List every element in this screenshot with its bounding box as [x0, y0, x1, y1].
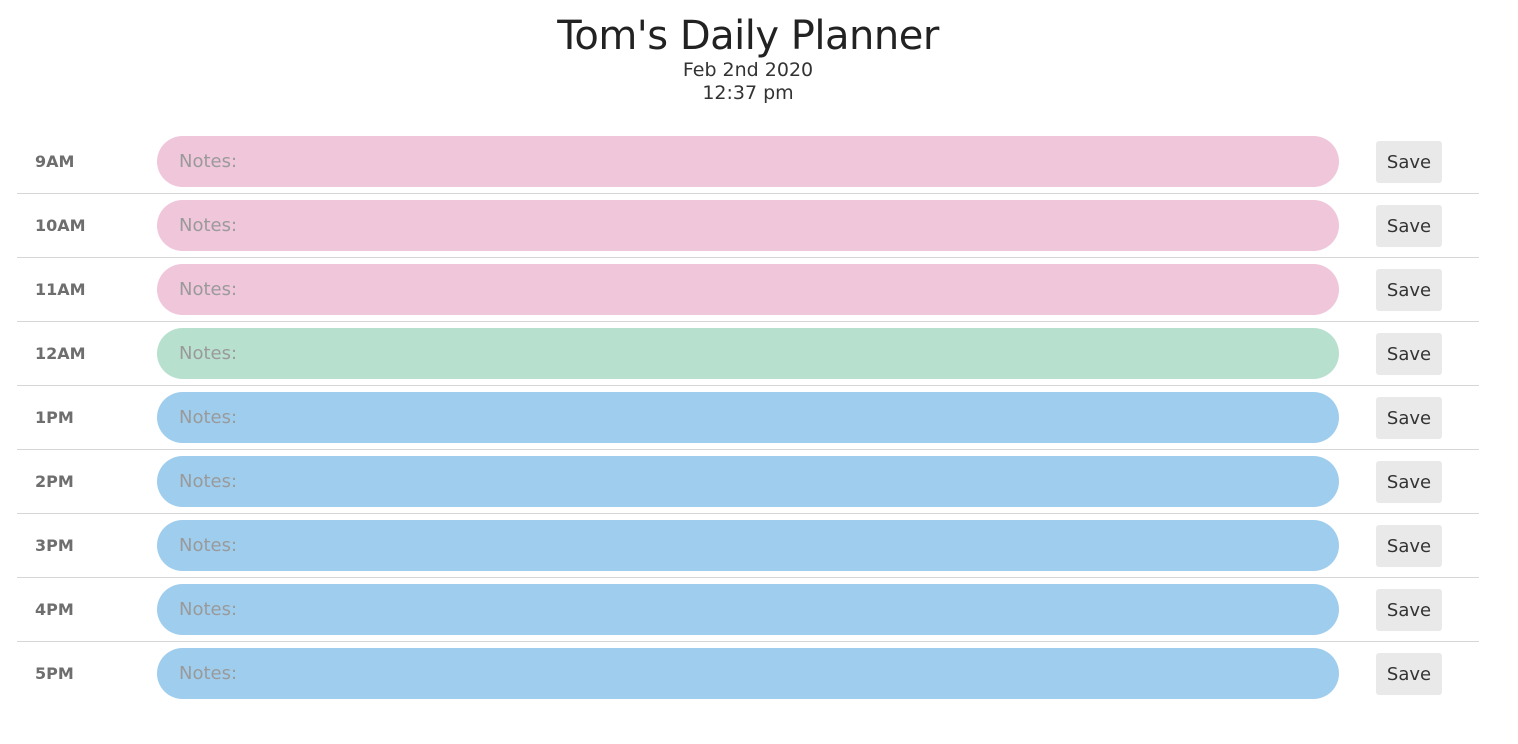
- hour-label: 9AM: [35, 152, 75, 171]
- time-block-row: 9AM Save: [17, 130, 1479, 194]
- save-button[interactable]: Save: [1376, 461, 1442, 503]
- notes-input[interactable]: [157, 456, 1339, 507]
- hour-label: 1PM: [35, 408, 74, 427]
- planner-rows: 9AM Save 10AM Save 11AM Save 12AM Save 1…: [17, 130, 1479, 706]
- hour-label: 5PM: [35, 664, 74, 683]
- hour-label: 3PM: [35, 536, 74, 555]
- save-button[interactable]: Save: [1376, 525, 1442, 567]
- time-block-row: 1PM Save: [17, 386, 1479, 450]
- save-button[interactable]: Save: [1376, 141, 1442, 183]
- hour-label: 11AM: [35, 280, 86, 299]
- notes-input[interactable]: [157, 520, 1339, 571]
- time-block-row: 12AM Save: [17, 322, 1479, 386]
- time-block-row: 10AM Save: [17, 194, 1479, 258]
- page-title: Tom's Daily Planner: [557, 13, 939, 59]
- notes-input[interactable]: [157, 264, 1339, 315]
- notes-input[interactable]: [157, 136, 1339, 187]
- time-block-row: 4PM Save: [17, 578, 1479, 642]
- current-time: 12:37 pm: [702, 82, 794, 104]
- hour-label: 10AM: [35, 216, 86, 235]
- save-button[interactable]: Save: [1376, 589, 1442, 631]
- save-button[interactable]: Save: [1376, 269, 1442, 311]
- current-date: Feb 2nd 2020: [682, 59, 814, 81]
- time-block-row: 11AM Save: [17, 258, 1479, 322]
- time-block-row: 3PM Save: [17, 514, 1479, 578]
- save-button[interactable]: Save: [1376, 205, 1442, 247]
- time-block-row: 2PM Save: [17, 450, 1479, 514]
- notes-input[interactable]: [157, 584, 1339, 635]
- hour-label: 12AM: [35, 344, 86, 363]
- notes-input[interactable]: [157, 648, 1339, 699]
- hour-label: 4PM: [35, 600, 74, 619]
- notes-input[interactable]: [157, 200, 1339, 251]
- save-button[interactable]: Save: [1376, 397, 1442, 439]
- time-block-row: 5PM Save: [17, 642, 1479, 706]
- hour-label: 2PM: [35, 472, 74, 491]
- save-button[interactable]: Save: [1376, 333, 1442, 375]
- save-button[interactable]: Save: [1376, 653, 1442, 695]
- notes-input[interactable]: [157, 392, 1339, 443]
- notes-input[interactable]: [157, 328, 1339, 379]
